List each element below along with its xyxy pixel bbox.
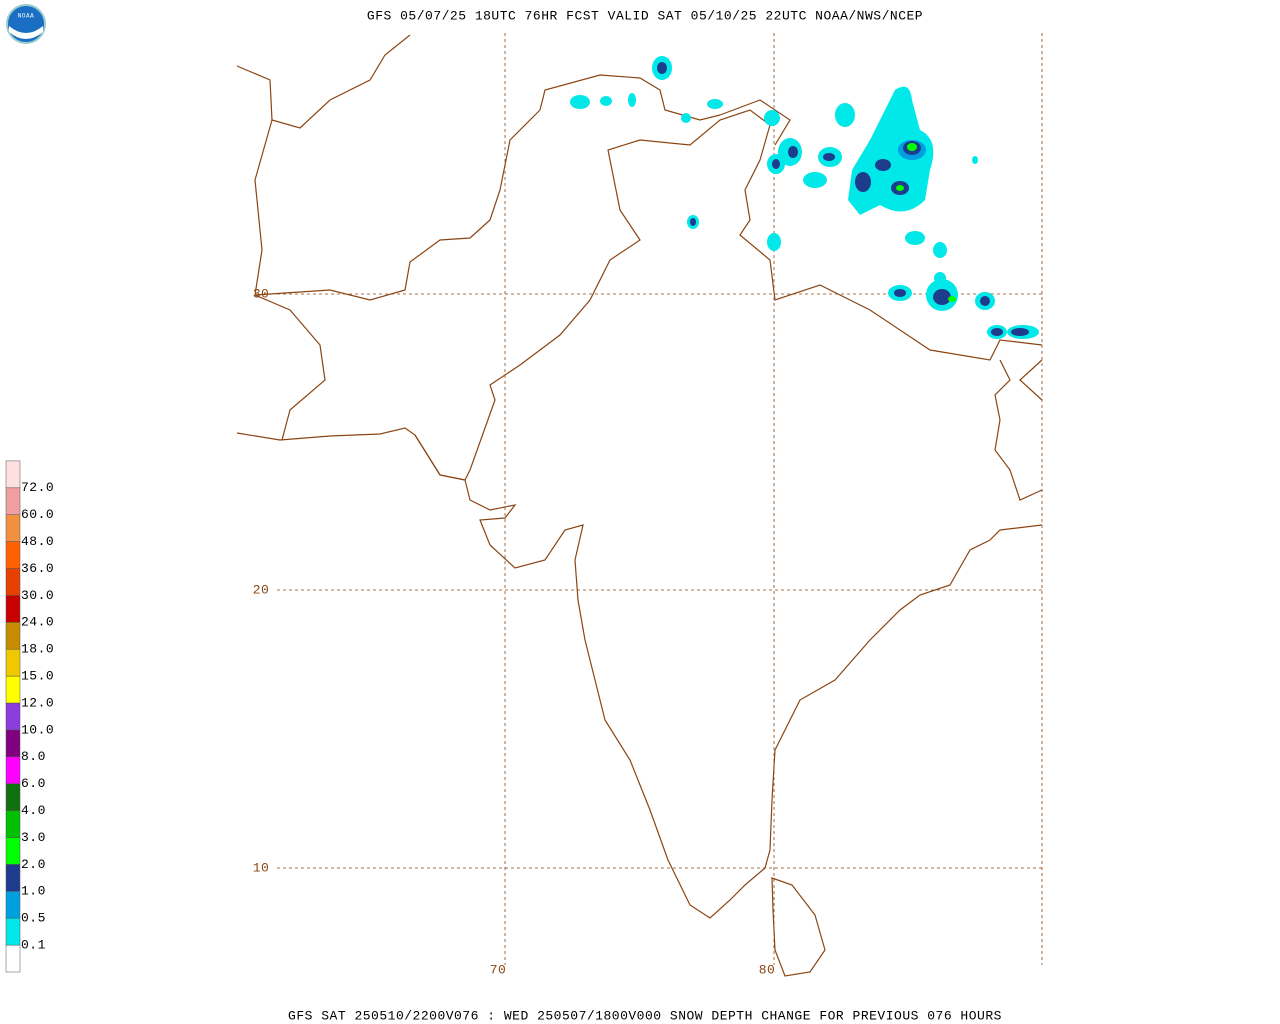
lat-label: 30 xyxy=(253,286,270,301)
legend-swatch xyxy=(5,864,21,892)
legend-swatch xyxy=(5,702,21,731)
coastline xyxy=(236,427,1043,977)
legend-swatch xyxy=(5,837,21,865)
legend-swatch xyxy=(5,622,21,650)
legend-swatch xyxy=(5,460,21,489)
legend-swatch xyxy=(5,648,21,677)
title: GFS 05/07/25 18UTC 76HR FCST VALID SAT 0… xyxy=(367,8,923,23)
lon-label: 80 xyxy=(759,962,776,977)
lon-label: 70 xyxy=(490,962,507,977)
legend-swatch xyxy=(5,675,21,704)
lat-label: 10 xyxy=(253,860,270,875)
legend-label: 15.0 xyxy=(21,669,54,684)
legend-label: 10.0 xyxy=(21,722,54,737)
legend-label: 48.0 xyxy=(21,534,54,549)
legend-swatch xyxy=(5,568,21,596)
legend-swatch xyxy=(5,729,21,758)
legend-swatch xyxy=(5,891,21,919)
legend: 0.1 0.5 1.0 2.0 3.0 4.0 6.0 8.0 10.0 12.0 15.0 18.0… xyxy=(5,460,54,973)
legend-label: 24.0 xyxy=(21,615,54,630)
legend-swatch xyxy=(5,487,21,515)
legend-label: 72.0 xyxy=(21,480,54,495)
legend-swatch xyxy=(5,783,21,811)
legend-swatch xyxy=(5,917,21,946)
legend-label: 60.0 xyxy=(21,507,54,522)
legend-label: 18.0 xyxy=(21,642,54,657)
legend-label: 4.0 xyxy=(21,803,46,818)
noaa-logo: NOAA xyxy=(6,4,46,44)
legend-label: 36.0 xyxy=(21,561,54,576)
legend-swatch xyxy=(5,514,21,542)
legend-label: 6.0 xyxy=(21,776,46,791)
legend-swatch xyxy=(5,595,21,623)
logo-text: NOAA xyxy=(18,13,34,20)
borders xyxy=(236,34,1043,501)
snow-areas xyxy=(570,56,1039,339)
legend-swatch xyxy=(5,810,21,838)
legend-label: 0.1 xyxy=(21,938,46,953)
lat-label: 20 xyxy=(253,582,270,597)
legend-label: 2.0 xyxy=(21,857,46,872)
legend-label: 8.0 xyxy=(21,749,46,764)
legend-swatch xyxy=(5,756,21,784)
footer: GFS SAT 250510/2200V076 : WED 250507/180… xyxy=(288,1008,1002,1023)
legend-label: 12.0 xyxy=(21,695,54,710)
legend-label: 1.0 xyxy=(21,884,46,899)
legend-label: 30.0 xyxy=(21,588,54,603)
legend-label: 0.5 xyxy=(21,911,46,926)
legend-swatch xyxy=(5,944,21,973)
graticule-labels: 30 20 10 70 80 xyxy=(253,286,776,977)
graticule xyxy=(277,33,1043,965)
legend-swatch xyxy=(5,541,21,569)
legend-label: 3.0 xyxy=(21,830,46,845)
